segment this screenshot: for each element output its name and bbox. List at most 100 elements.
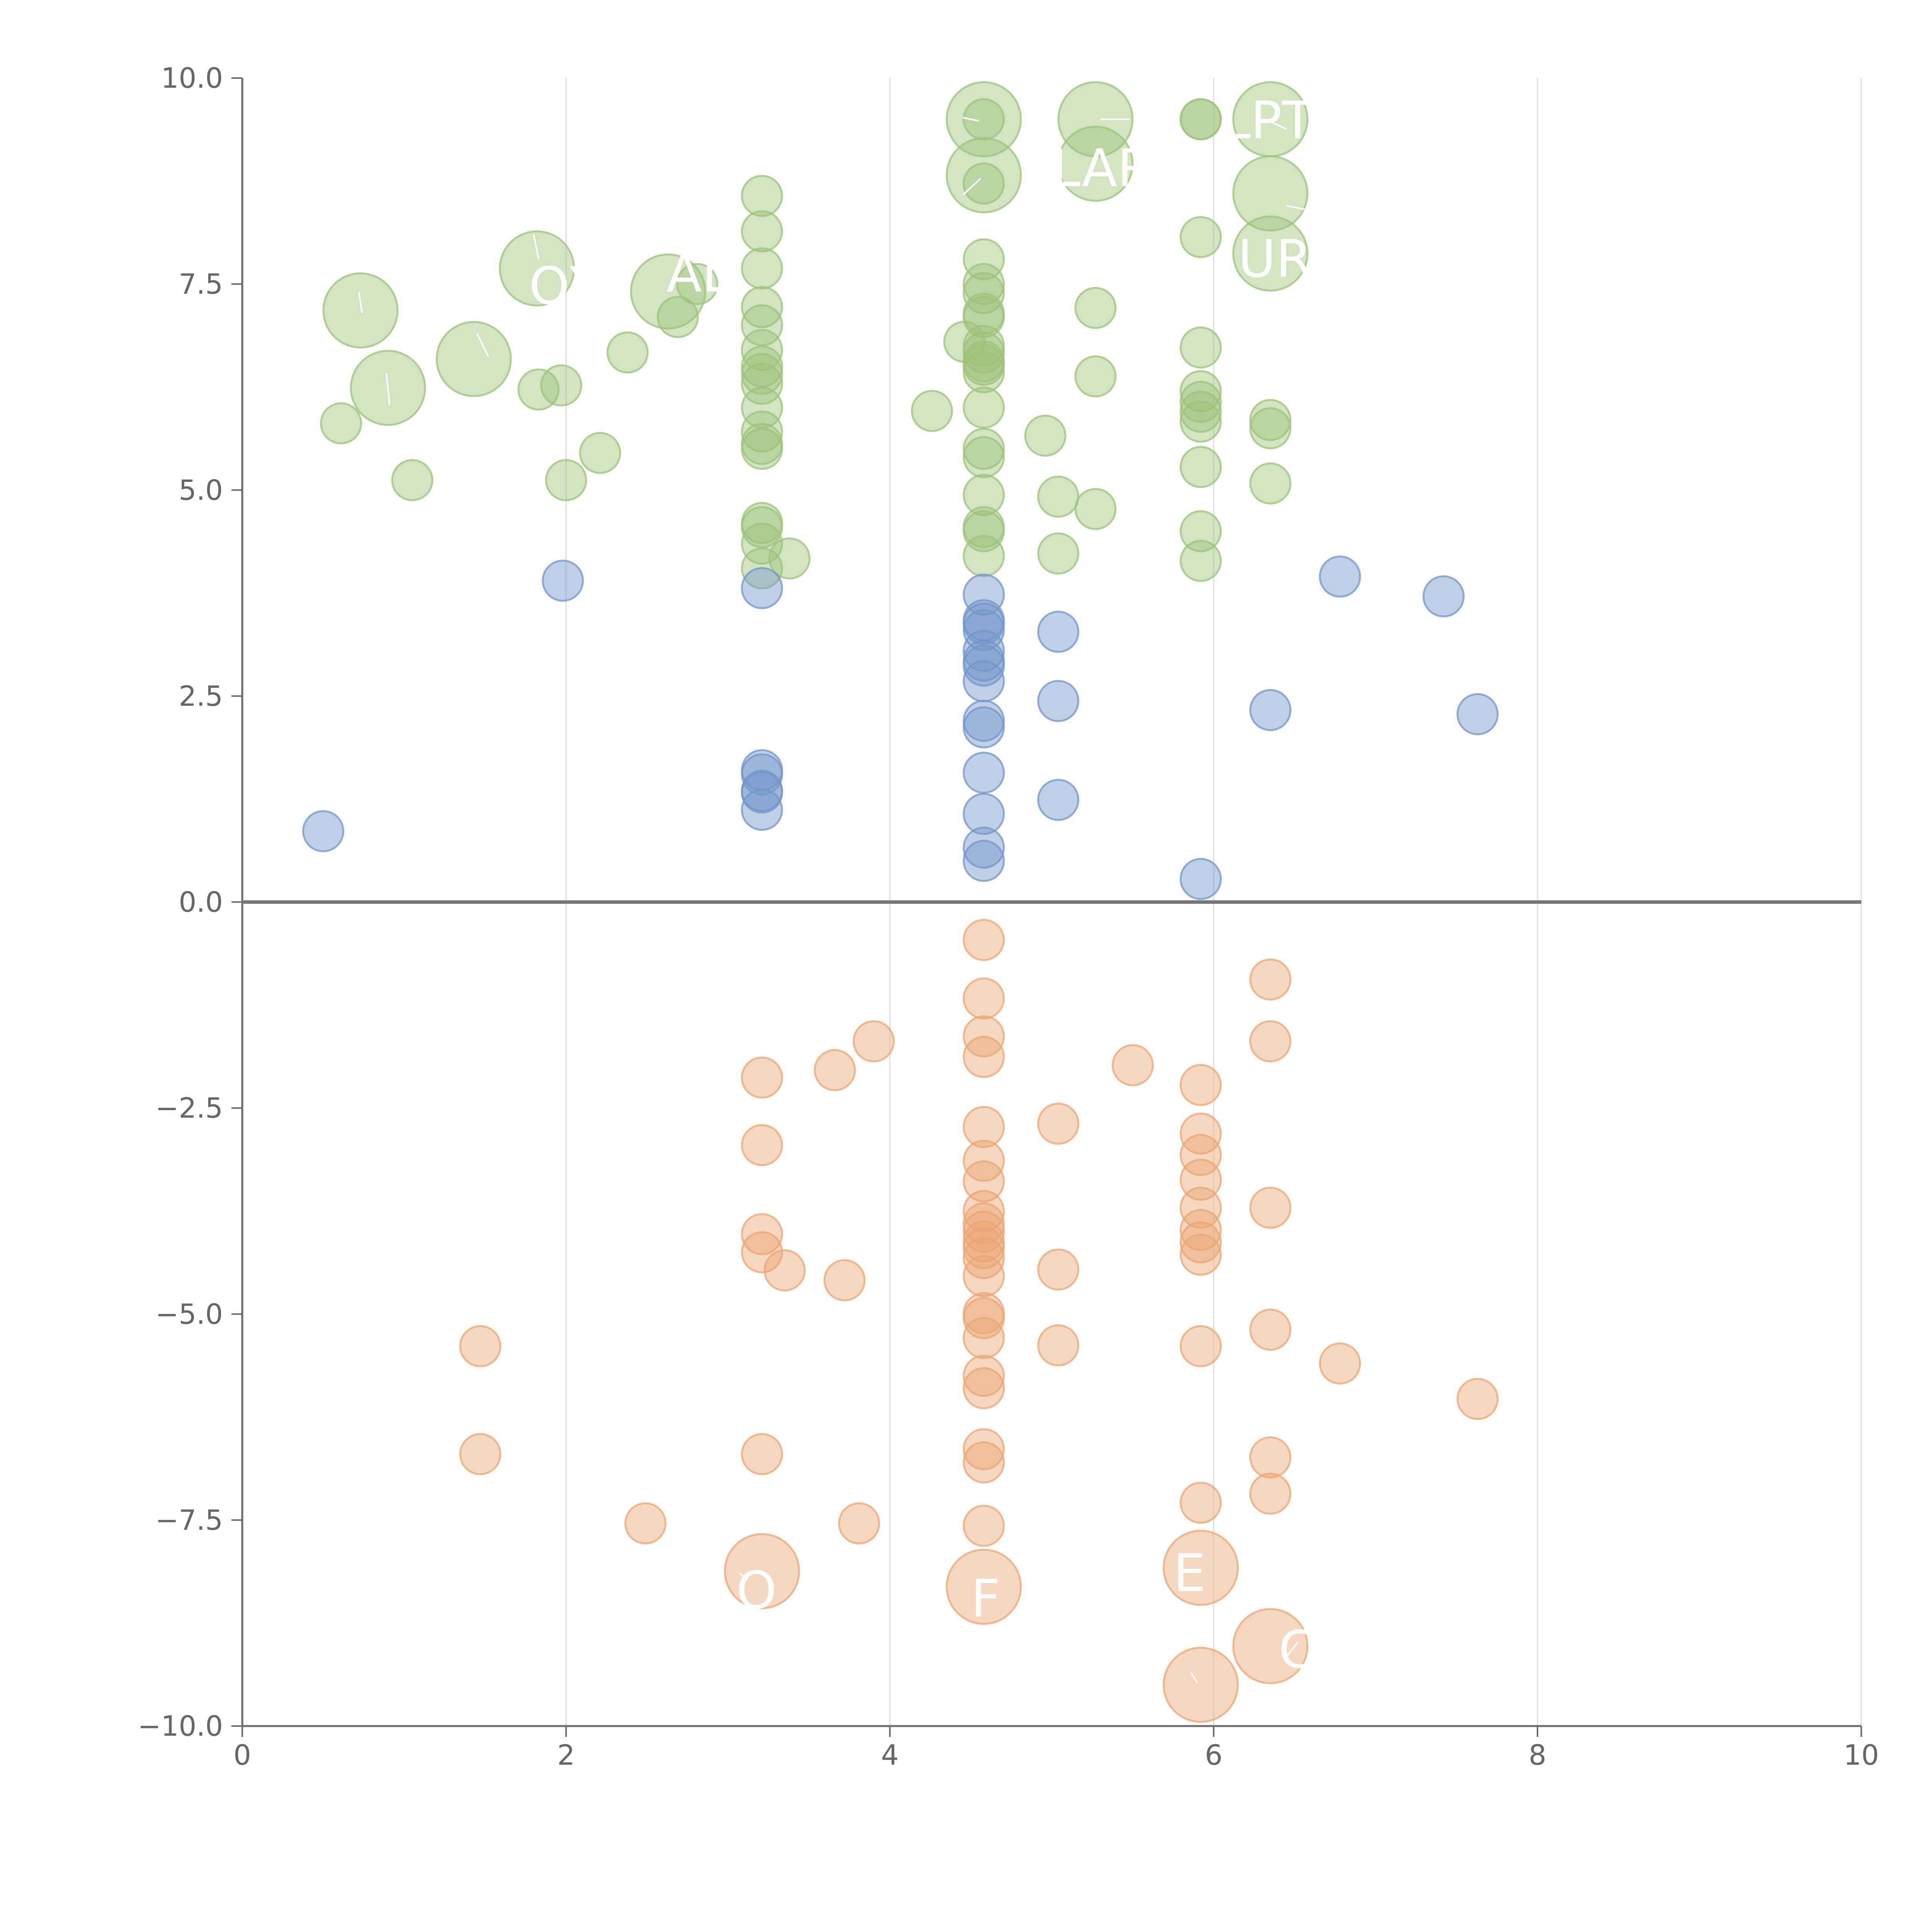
y-tick-label: 10.0 [161,62,223,94]
data-point-s0-55 [1024,415,1066,457]
annotation-leader-9 [738,1572,748,1581]
data-point-s1-19 [963,793,1005,835]
data-point-s0-59 [1057,126,1134,202]
data-point-s0-14 [741,175,783,217]
data-point-s1-28 [1422,575,1465,617]
data-point-s2-4 [741,1124,783,1167]
data-point-s2-26 [963,1237,1005,1279]
y-tick-label: 0.0 [179,886,223,918]
data-point-s1-2 [741,567,783,609]
data-point-s2-56 [1249,1308,1292,1351]
data-point-s0-58 [1057,81,1134,158]
data-point-s0-26 [741,428,783,470]
data-point-s2-37 [1037,1102,1080,1145]
data-point-s2-39 [1037,1324,1080,1367]
data-point-s0-21 [741,353,783,395]
annotation-leader-5 [962,178,981,196]
data-point-s0-54 [963,535,1005,577]
data-point-s2-0 [459,1325,502,1367]
data-point-s0-13 [676,263,718,305]
annotation-leader-1 [385,373,391,405]
data-point-s0-17 [741,286,783,328]
data-point-s2-1 [459,1433,502,1475]
data-point-s0-57 [1037,532,1080,575]
x-tick-label: 2 [557,1739,575,1771]
data-point-s2-20 [963,1160,1005,1202]
data-point-s1-29 [1456,693,1499,735]
data-point-s0-56 [1037,475,1080,518]
data-point-s0-69 [1179,391,1222,433]
data-point-s2-43 [1179,1134,1222,1176]
data-point-s2-38 [1037,1248,1080,1291]
data-point-s0-3 [391,459,434,502]
data-point-s0-9 [579,432,621,474]
data-point-s0-6 [517,368,560,411]
data-point-s0-4 [435,321,512,397]
x-tick-label: 8 [1529,1739,1546,1771]
x-tick-label: 4 [881,1739,899,1771]
ticks: 0 2 4 6 8 10 10.0 7.5 5.0 2.5 0.0 −2.5 −5.0 −7.5 −10.0 [138,62,1879,1771]
data-point-s0-36 [946,137,1022,214]
data-point-s2-58 [1249,1473,1292,1515]
data-point-s1-14 [963,644,1005,687]
data-point-s2-45 [1179,1187,1222,1229]
data-point-s2-51 [1162,1530,1239,1606]
data-point-s2-49 [1179,1325,1222,1367]
data-point-s0-73 [1179,540,1222,582]
data-point-s2-5 [741,1213,783,1255]
data-point-s1-20 [963,827,1005,869]
y-tick-label: 5.0 [179,474,223,506]
annotation-leader-8 [1286,205,1308,211]
data-point-s0-22 [741,362,783,405]
data-point-s0-0 [320,402,362,445]
data-point-s1-18 [963,752,1005,794]
data-point-s0-34 [946,81,1022,158]
data-point-s0-48 [963,386,1005,429]
data-point-s2-32 [963,1367,1005,1410]
data-point-s0-71 [1179,446,1222,488]
data-point-s1-27 [1319,555,1361,598]
data-point-s1-15 [963,660,1005,702]
data-point-s0-64 [1179,98,1222,141]
x-tick-label: 6 [1205,1739,1223,1771]
y-tick-label: −10.0 [138,1710,223,1742]
data-point-s0-72 [1179,510,1222,553]
data-point-s2-17 [963,1036,1005,1078]
data-point-s0-75 [1232,155,1309,232]
data-point-s0-53 [963,510,1005,553]
data-point-s0-8 [545,459,587,502]
data-point-s2-60 [1319,1342,1361,1385]
annotation-leader-11 [1286,1641,1299,1658]
data-point-s0-16 [741,247,783,290]
data-point-s0-62 [1074,488,1117,530]
annotation-label: OX [529,256,602,316]
data-point-s2-52 [1162,1646,1239,1723]
data-point-s2-6 [741,1231,783,1274]
data-point-s1-23 [1037,680,1080,722]
data-point-s2-59 [1232,1608,1309,1684]
annotation-leader-2 [476,333,489,357]
data-point-s2-48 [1179,1233,1222,1276]
data-point-s0-66 [1179,326,1222,369]
data-point-s2-31 [963,1355,1005,1397]
data-point-s0-61 [1074,355,1117,398]
y-tick-label: −7.5 [155,1504,223,1536]
data-point-s2-33 [963,1428,1005,1470]
data-point-s1-0 [302,810,344,852]
data-point-s2-14 [963,919,1005,961]
data-point-s0-10 [606,331,649,374]
annotation-label: LAR [1052,138,1153,199]
data-point-s2-9 [764,1249,806,1292]
annotation-label: E [1173,1543,1206,1603]
data-point-s0-5 [499,230,575,307]
data-point-s0-32 [911,390,953,432]
data-points [302,81,1499,1723]
annotation-leader-10 [1190,1672,1198,1684]
data-point-s0-35 [963,98,1005,141]
data-point-s1-8 [963,573,1005,616]
data-point-s2-30 [963,1317,1005,1359]
data-point-s0-38 [963,238,1005,281]
data-point-s1-17 [963,706,1005,748]
data-point-s2-18 [963,1106,1005,1148]
